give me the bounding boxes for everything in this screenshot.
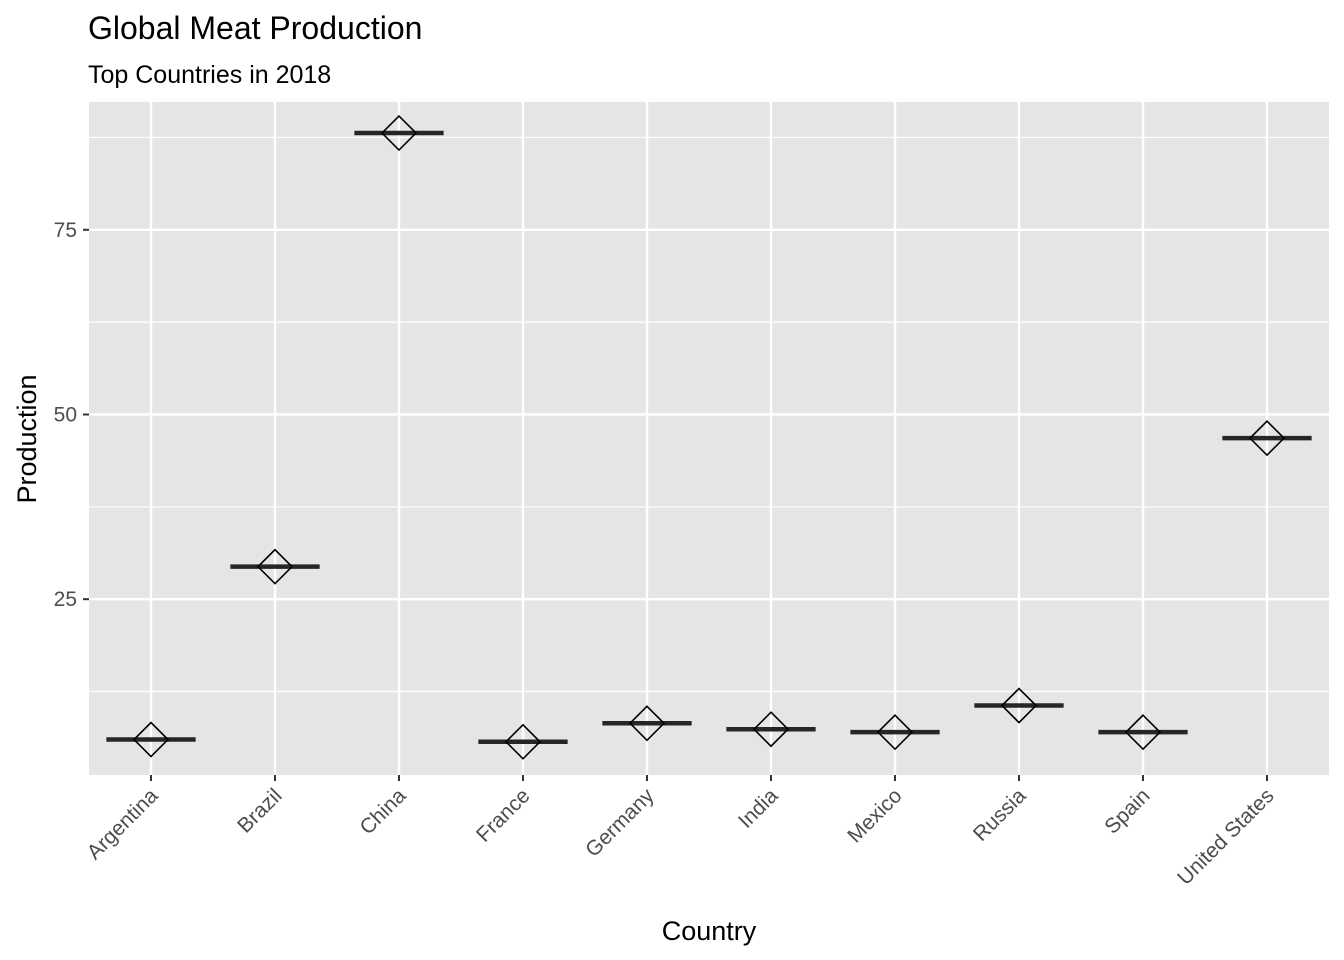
- chart-subtitle: Top Countries in 2018: [88, 61, 331, 89]
- x-tick-label: Spain: [1100, 784, 1154, 838]
- chart-title: Global Meat Production: [88, 10, 422, 46]
- grid-major: [89, 102, 1329, 775]
- diamond-marker-china: [380, 114, 418, 152]
- diamond-marker-india: [752, 711, 790, 748]
- diamond-marker-spain: [1124, 714, 1162, 751]
- diamond-marker-argentina: [132, 721, 170, 758]
- x-tick-label: Russia: [969, 784, 1031, 846]
- x-tick-label: Germany: [581, 784, 659, 862]
- y-tick-label: 75: [54, 219, 77, 242]
- x-tick-label: United States: [1173, 784, 1278, 889]
- plot-panel: [89, 102, 1329, 775]
- x-tick-label: Brazil: [233, 784, 286, 837]
- diamond-marker-mexico: [876, 714, 914, 751]
- diamond-marker-russia: [1000, 687, 1038, 724]
- y-tick-label: 25: [54, 588, 77, 611]
- x-axis-title: Country: [662, 916, 757, 946]
- x-tick-label: Argentina: [83, 784, 163, 864]
- grid-minor: [89, 136, 1329, 693]
- x-tick-label: France: [472, 784, 534, 846]
- y-tick-label: 50: [54, 403, 77, 426]
- data-marks: [106, 114, 1312, 760]
- y-axis: 25 50 75: [54, 219, 89, 611]
- diamond-marker-brazil: [256, 548, 294, 585]
- diamond-marker-united-states: [1248, 419, 1286, 457]
- diamond-marker-germany: [628, 705, 666, 742]
- y-axis-title: Production: [12, 374, 42, 503]
- x-axis: Argentina Brazil China France Germany India Me…: [83, 775, 1279, 890]
- diamond-marker-france: [504, 723, 542, 760]
- x-tick-label: India: [734, 784, 783, 833]
- x-tick-label: China: [355, 784, 410, 839]
- x-tick-label: Mexico: [843, 784, 906, 847]
